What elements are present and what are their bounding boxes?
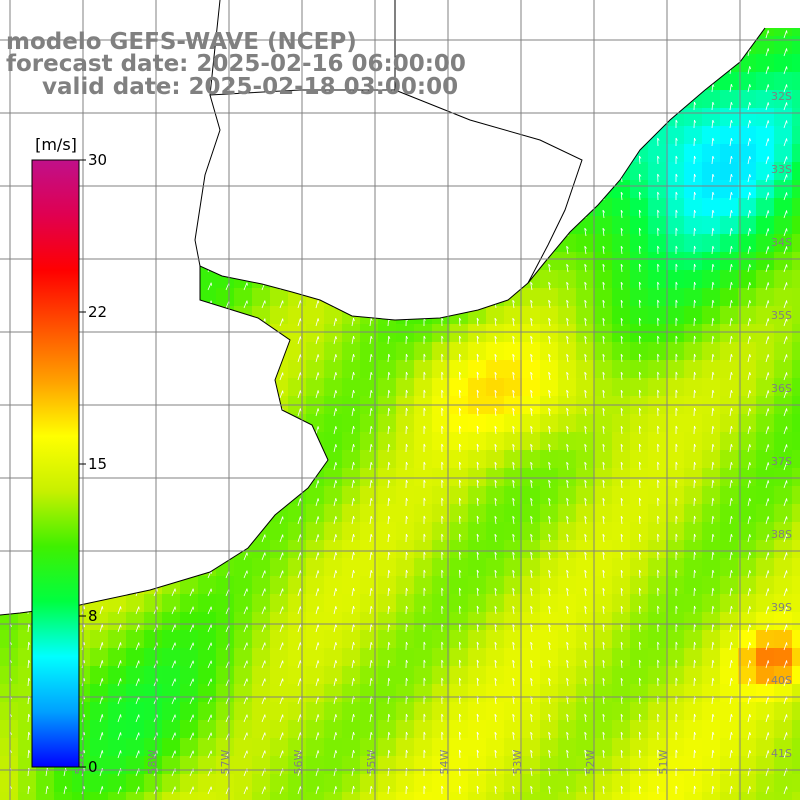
lat-label: 32S xyxy=(771,90,792,103)
colorbar-unit-label: [m/s] xyxy=(35,135,77,154)
border-line xyxy=(194,0,583,284)
colorbar-tick-label: 22 xyxy=(88,303,107,321)
lon-label: 56W xyxy=(292,749,305,774)
lat-label: 38S xyxy=(771,528,792,541)
lat-label: 39S xyxy=(771,601,792,614)
lat-label: 36S xyxy=(771,382,792,395)
land-mass xyxy=(0,0,800,615)
colorbar-tick-label: 15 xyxy=(88,455,107,473)
forecast-date: forecast date: 2025-02-16 06:00:00 xyxy=(6,51,466,77)
lat-label: 41S xyxy=(771,747,792,760)
lat-label: 33S xyxy=(771,163,792,176)
lat-label: 40S xyxy=(771,674,792,687)
coastlines xyxy=(0,0,766,616)
colorbar-tick-label: 8 xyxy=(88,607,98,625)
latitude-labels: 32S 33S 34S 35S 36S 37S 38S 39S 40S 41S xyxy=(771,90,792,760)
colorbar-legend: [m/s] 30 22 15 8 0 xyxy=(31,135,107,776)
valid-date: valid date: 2025-02-18 03:00:00 xyxy=(42,74,459,100)
lon-label: 53W xyxy=(511,749,524,774)
lon-label: 58W xyxy=(146,749,159,774)
lat-label: 35S xyxy=(771,309,792,322)
lon-label: 57W xyxy=(219,749,232,774)
coastline xyxy=(0,27,766,616)
colorbar-tick-label: 30 xyxy=(88,151,107,169)
lon-label: 51W xyxy=(657,749,670,774)
colorbar-ramp xyxy=(31,159,80,768)
colorbar-tick-label: 0 xyxy=(88,758,98,776)
lat-label: 34S xyxy=(771,236,792,249)
lat-label: 37S xyxy=(771,455,792,468)
land-area xyxy=(0,0,800,615)
model-title: modelo GEFS-WAVE (NCEP) xyxy=(6,29,357,55)
lon-label: 52W xyxy=(584,749,597,774)
lon-label: 54W xyxy=(438,749,451,774)
lon-label: 55W xyxy=(365,749,378,774)
